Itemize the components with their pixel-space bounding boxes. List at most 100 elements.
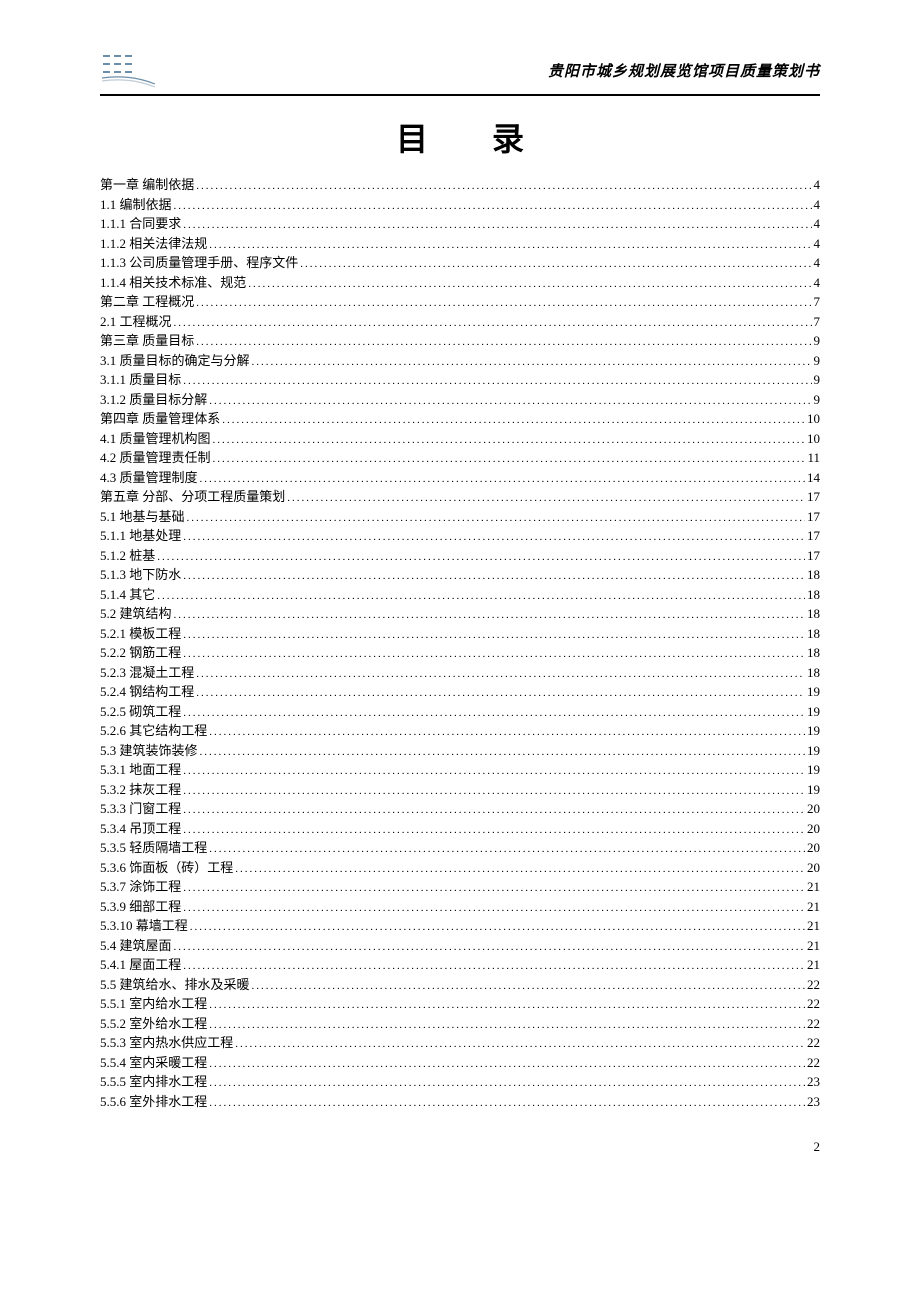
- toc-row: 3.1 质量目标的确定与分解9: [100, 354, 820, 368]
- toc-label: 第一章 编制依据: [100, 178, 194, 191]
- toc-label: 5.5.2 室外给水工程: [100, 1017, 207, 1030]
- toc-page: 10: [807, 432, 820, 445]
- toc-dots: [209, 1020, 805, 1031]
- toc-dots: [174, 942, 805, 953]
- toc-dots: [174, 201, 812, 212]
- toc-page: 4: [814, 256, 821, 269]
- toc-row: 5.3.10 幕墙工程21: [100, 919, 820, 933]
- toc-label: 第五章 分部、分项工程质量策划: [100, 490, 285, 503]
- toc-label: 5.3.9 细部工程: [100, 900, 181, 913]
- toc-dots: [183, 571, 805, 582]
- toc-dots: [209, 1059, 805, 1070]
- toc-dots: [157, 591, 805, 602]
- toc-label: 5.3.5 轻质隔墙工程: [100, 841, 207, 854]
- toc-dots: [190, 922, 805, 933]
- toc-dots: [183, 630, 805, 641]
- toc-page: 21: [807, 958, 820, 971]
- toc-dots: [200, 474, 805, 485]
- toc-row: 5.2.3 混凝土工程 18: [100, 666, 820, 680]
- toc-dots: [183, 961, 805, 972]
- toc-row: 1.1.3 公司质量管理手册、程序文件 4: [100, 256, 820, 270]
- toc-page: 18: [807, 568, 820, 581]
- toc-row: 5.3.9 细部工程 21: [100, 900, 820, 914]
- toc-label: 5.3 建筑装饰装修: [100, 744, 198, 757]
- toc-row: 5.5 建筑给水、排水及采暖22: [100, 978, 820, 992]
- toc-row: 第三章 质量目标9: [100, 334, 820, 348]
- toc-dots: [183, 220, 811, 231]
- toc-dots: [248, 279, 811, 290]
- toc-page: 17: [807, 490, 820, 503]
- toc-page: 21: [807, 880, 820, 893]
- toc-row: 5.1.1 地基处理17: [100, 529, 820, 543]
- toc-label: 5.4 建筑屋面: [100, 939, 172, 952]
- toc-label: 5.2.6 其它结构工程: [100, 724, 207, 737]
- toc-row: 5.3.7 涂饰工程 21: [100, 880, 820, 894]
- toc-row: 2.1 工程概况7: [100, 315, 820, 329]
- toc-label: 4.3 质量管理制度: [100, 471, 198, 484]
- toc-page: 9: [814, 334, 821, 347]
- toc-label: 3.1.2 质量目标分解: [100, 393, 207, 406]
- toc-row: 5.3.2 抹灰工程19: [100, 783, 820, 797]
- toc-page: 9: [814, 393, 821, 406]
- toc-label: 3.1.1 质量目标: [100, 373, 181, 386]
- toc-label: 第二章 工程概况: [100, 295, 194, 308]
- toc-dots: [183, 376, 811, 387]
- toc-label: 5.2.3 混凝土工程: [100, 666, 194, 679]
- toc-row: 5.5.1 室内给水工程22: [100, 997, 820, 1011]
- toc-row: 5.3.5 轻质隔墙工程20: [100, 841, 820, 855]
- toc-dots: [183, 708, 805, 719]
- toc-row: 5.4 建筑屋面21: [100, 939, 820, 953]
- toc-page: 18: [807, 666, 820, 679]
- toc-page: 22: [807, 1017, 820, 1030]
- toc-row: 5.3.4 吊顶工程 20: [100, 822, 820, 836]
- toc-label: 1.1.4 相关技术标准、规范: [100, 276, 246, 289]
- toc-page: 18: [807, 646, 820, 659]
- toc-row: 5.3 建筑装饰装修19: [100, 744, 820, 758]
- toc-page: 9: [814, 354, 821, 367]
- toc-label: 5.3.7 涂饰工程: [100, 880, 181, 893]
- toc-dots: [157, 552, 805, 563]
- toc-label: 5.5.6 室外排水工程: [100, 1095, 207, 1108]
- toc-label: 5.3.6 饰面板（砖）工程: [100, 861, 233, 874]
- toc-dots: [209, 396, 811, 407]
- toc-dots: [209, 1098, 805, 1109]
- toc-label: 4.2 质量管理责任制: [100, 451, 211, 464]
- toc-label: 5.2.4 钢结构工程: [100, 685, 194, 698]
- toc-row: 5.3.6 饰面板（砖）工程20: [100, 861, 820, 875]
- toc-row: 5.1 地基与基础17: [100, 510, 820, 524]
- toc-dots: [209, 727, 805, 738]
- toc-row: 3.1.2 质量目标分解 9: [100, 393, 820, 407]
- toc-page: 23: [807, 1095, 820, 1108]
- toc-row: 4.2 质量管理责任制11: [100, 451, 820, 465]
- toc-dots: [213, 435, 805, 446]
- toc-row: 第一章 编制依据 4: [100, 178, 820, 192]
- toc-dots: [196, 688, 805, 699]
- toc-page: 4: [814, 178, 821, 191]
- toc-label: 1.1.3 公司质量管理手册、程序文件: [100, 256, 298, 269]
- toc-row: 5.5.2 室外给水工程 22: [100, 1017, 820, 1031]
- toc-row: 1.1.4 相关技术标准、规范4: [100, 276, 820, 290]
- toc-page: 22: [807, 997, 820, 1010]
- toc-dots: [300, 259, 811, 270]
- toc-row: 5.2.1 模板工程18: [100, 627, 820, 641]
- toc-dots: [252, 981, 805, 992]
- toc-dots: [196, 298, 811, 309]
- toc-label: 5.5 建筑给水、排水及采暖: [100, 978, 250, 991]
- toc-page: 19: [807, 685, 820, 698]
- toc-row: 第四章 质量管理体系10: [100, 412, 820, 426]
- toc-row: 5.3.1 地面工程19: [100, 763, 820, 777]
- toc-dots: [252, 357, 812, 368]
- toc-label: 5.5.5 室内排水工程: [100, 1075, 207, 1088]
- toc-page: 22: [807, 1056, 820, 1069]
- toc-page: 21: [807, 900, 820, 913]
- toc-page: 20: [807, 822, 820, 835]
- toc-row: 5.2.6 其它结构工程19: [100, 724, 820, 738]
- page-number: 2: [100, 1139, 820, 1155]
- toc-page: 17: [807, 510, 820, 523]
- toc-row: 5.5.6 室外排水工程 23: [100, 1095, 820, 1109]
- toc-page: 7: [814, 295, 821, 308]
- toc-page: 21: [807, 919, 820, 932]
- toc-dots: [183, 805, 805, 816]
- toc-label: 5.3.4 吊顶工程: [100, 822, 181, 835]
- toc-dots: [187, 513, 805, 524]
